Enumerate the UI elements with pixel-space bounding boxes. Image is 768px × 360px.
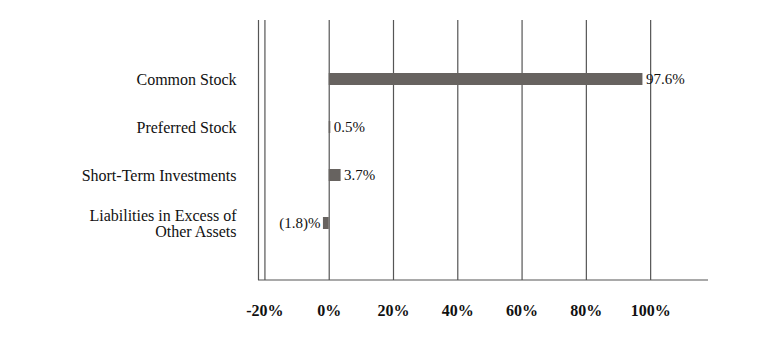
svg-text:(1.8)%: (1.8)% xyxy=(279,215,320,232)
svg-text:97.6%: 97.6% xyxy=(646,71,685,87)
svg-text:Common Stock: Common Stock xyxy=(136,71,236,88)
svg-text:Short-Term Investments: Short-Term Investments xyxy=(82,167,237,184)
svg-text:3.7%: 3.7% xyxy=(344,167,375,183)
svg-text:0%: 0% xyxy=(317,302,341,319)
svg-text:-20%: -20% xyxy=(246,302,283,319)
svg-text:Liabilities in Excess ofOther: Liabilities in Excess ofOther Assets xyxy=(89,207,237,240)
svg-text:60%: 60% xyxy=(506,302,538,319)
svg-text:0.5%: 0.5% xyxy=(334,119,365,135)
svg-text:20%: 20% xyxy=(378,302,410,319)
svg-text:Preferred Stock: Preferred Stock xyxy=(137,119,237,136)
svg-text:100%: 100% xyxy=(631,302,671,319)
svg-text:80%: 80% xyxy=(570,302,602,319)
svg-text:40%: 40% xyxy=(442,302,474,319)
